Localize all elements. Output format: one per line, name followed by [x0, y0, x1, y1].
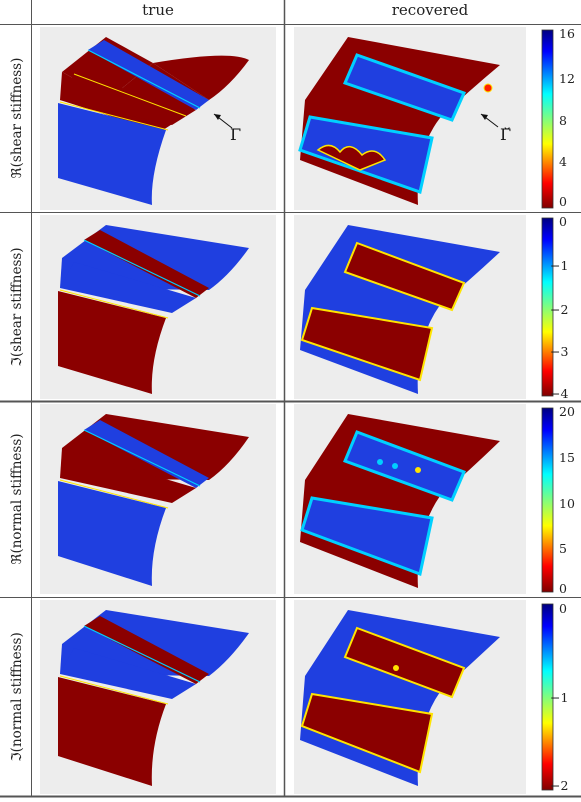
- tick-r4-0: 0: [559, 601, 567, 616]
- tick-r2-0: 0: [559, 214, 567, 229]
- tick-r2-3: −3: [550, 344, 568, 359]
- header-recovered: recovered: [392, 1, 469, 19]
- tick-r2-2: −2: [550, 302, 568, 317]
- tick-r1-2: 8: [559, 113, 567, 128]
- panel-true-row2: [40, 215, 276, 399]
- tick-r4-1: −1: [550, 690, 568, 705]
- colorbar-ticks: 16 12 8 4 0 0 −1 −2 −3 −4 20 15 10 5 0 0…: [550, 26, 575, 793]
- tick-r2-1: −1: [550, 258, 568, 273]
- tick-r3-1: 15: [559, 450, 575, 465]
- panel-true-row3: [40, 404, 276, 594]
- colorbar-row4: [541, 603, 554, 791]
- gamma-recovered-annotation: Γ̆: [480, 113, 511, 144]
- panel-recovered-row3: [294, 404, 526, 594]
- colorbar-row2: [541, 217, 554, 397]
- row-label-re-shear: ℜ(shear stiffness): [9, 58, 25, 179]
- colorbar-row1: [541, 29, 554, 209]
- tick-r3-2: 10: [559, 496, 575, 511]
- row-label-im-shear: ℑ(shear stiffness): [9, 247, 25, 366]
- tick-r1-1: 12: [559, 71, 575, 86]
- header-true: true: [142, 1, 174, 19]
- tick-r4-2: −2: [550, 778, 568, 793]
- tick-r3-0: 20: [559, 404, 575, 419]
- tick-r3-3: 5: [559, 541, 567, 556]
- gamma-annotation: Γ: [213, 113, 241, 144]
- row-label-re-normal: ℜ(normal stiffness): [9, 433, 25, 564]
- panel-recovered-row1: [294, 27, 526, 210]
- row-label-im-normal: ℑ(normal stiffness): [9, 632, 25, 761]
- panel-true-row4: [40, 600, 276, 794]
- tick-r1-3: 4: [559, 154, 567, 169]
- panel-recovered-row4: [294, 600, 526, 794]
- tick-r1-0: 16: [559, 26, 575, 41]
- gamma-label: Γ: [230, 125, 241, 144]
- tick-r1-4: 0: [559, 194, 567, 209]
- panel-recovered-row2: [294, 215, 526, 399]
- tick-r2-4: −4: [550, 386, 568, 401]
- tick-r3-4: 0: [559, 581, 567, 596]
- colorbar-row3: [541, 407, 554, 593]
- panel-true-row1: [40, 27, 276, 210]
- gamma-recovered-label: Γ̆: [500, 125, 511, 144]
